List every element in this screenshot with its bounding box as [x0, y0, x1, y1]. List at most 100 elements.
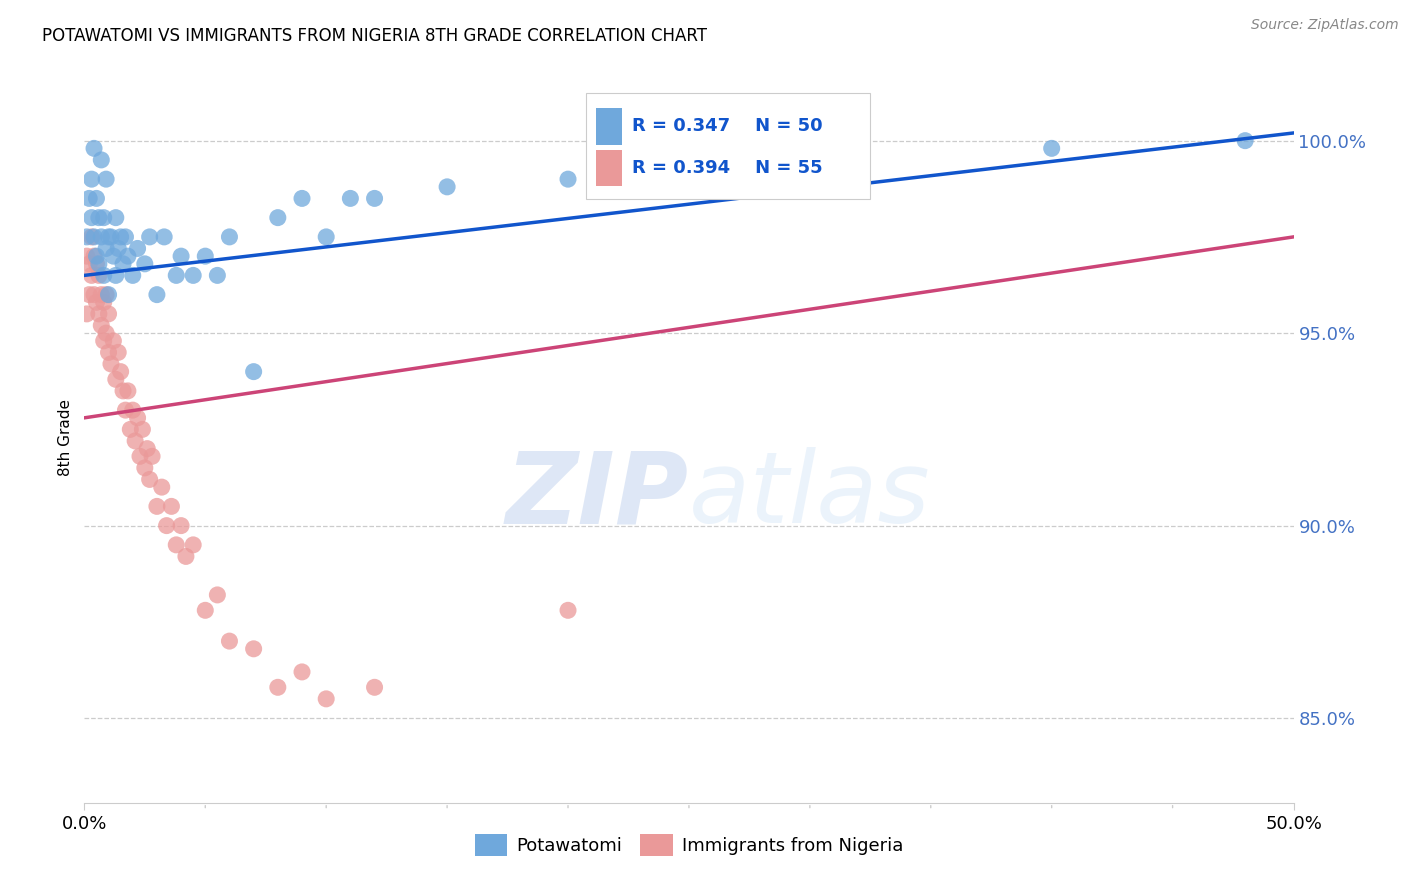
Point [90, 153, 112, 167]
Point [436, 179, 458, 194]
Point [194, 249, 217, 263]
Point [170, 518, 193, 533]
Point [121, 403, 143, 417]
Point [170, 249, 193, 263]
Point [80, 230, 103, 244]
Point [114, 403, 136, 417]
Point [117, 384, 139, 398]
Point [110, 230, 132, 244]
Point [150, 480, 173, 494]
FancyBboxPatch shape [596, 150, 623, 186]
Text: Source: ZipAtlas.com: Source: ZipAtlas.com [1251, 18, 1399, 32]
Point [94, 242, 117, 256]
Point [141, 450, 163, 464]
Point [363, 191, 385, 205]
Point [194, 603, 217, 617]
Text: R = 0.347    N = 50: R = 0.347 N = 50 [633, 117, 823, 136]
Point [86, 295, 108, 310]
Point [94, 326, 117, 340]
Point [174, 549, 197, 564]
Point [242, 641, 264, 656]
Point [83, 230, 105, 244]
Point [112, 257, 135, 271]
Point [76, 249, 98, 263]
Point [76, 230, 98, 244]
Point [93, 295, 115, 310]
Point [86, 191, 108, 205]
Point [93, 334, 115, 348]
Point [97, 307, 120, 321]
Point [87, 307, 110, 321]
Point [207, 588, 229, 602]
Point [799, 153, 821, 167]
Point [97, 345, 120, 359]
Point [77, 257, 100, 271]
Point [86, 257, 108, 271]
Y-axis label: 8th Grade: 8th Grade [58, 399, 73, 475]
Point [87, 257, 110, 271]
Point [112, 384, 135, 398]
Point [77, 191, 100, 205]
Point [87, 268, 110, 283]
Point [138, 230, 160, 244]
Point [181, 268, 204, 283]
Point [339, 191, 361, 205]
Point [138, 472, 160, 486]
Point [97, 287, 120, 301]
Point [1234, 134, 1257, 148]
Point [117, 249, 139, 263]
Point [134, 257, 156, 271]
Point [94, 287, 117, 301]
Point [136, 442, 159, 456]
Point [155, 518, 177, 533]
Point [80, 268, 103, 283]
FancyBboxPatch shape [596, 108, 623, 145]
Point [94, 172, 117, 186]
Point [134, 461, 156, 475]
Point [77, 287, 100, 301]
Point [131, 422, 153, 436]
Point [291, 191, 314, 205]
Point [165, 538, 187, 552]
Point [207, 268, 229, 283]
Point [121, 268, 143, 283]
Point [242, 365, 264, 379]
Text: POTAWATOMI VS IMMIGRANTS FROM NIGERIA 8TH GRADE CORRELATION CHART: POTAWATOMI VS IMMIGRANTS FROM NIGERIA 8T… [42, 27, 707, 45]
Legend: Potawatomi, Immigrants from Nigeria: Potawatomi, Immigrants from Nigeria [468, 827, 910, 863]
Point [103, 334, 125, 348]
Point [76, 307, 98, 321]
Point [315, 230, 337, 244]
Point [315, 691, 337, 706]
Point [127, 242, 149, 256]
Point [146, 500, 169, 514]
Point [160, 500, 183, 514]
Text: atlas: atlas [689, 447, 931, 544]
Point [83, 249, 105, 263]
Point [100, 230, 122, 244]
Point [127, 410, 149, 425]
Point [83, 287, 105, 301]
Point [104, 268, 127, 283]
Point [218, 230, 240, 244]
Point [104, 372, 127, 386]
Point [120, 422, 142, 436]
Point [218, 634, 240, 648]
Point [93, 268, 115, 283]
Point [267, 681, 290, 695]
Point [104, 211, 127, 225]
Point [165, 268, 187, 283]
Point [80, 211, 103, 225]
Point [83, 141, 105, 155]
Point [291, 665, 314, 679]
Point [124, 434, 146, 448]
Point [107, 242, 129, 256]
Point [80, 172, 103, 186]
Point [557, 172, 579, 186]
Point [181, 538, 204, 552]
FancyBboxPatch shape [586, 94, 870, 200]
Point [90, 287, 112, 301]
Point [90, 230, 112, 244]
Text: R = 0.394    N = 55: R = 0.394 N = 55 [633, 159, 823, 177]
Point [267, 211, 290, 225]
Point [114, 230, 136, 244]
